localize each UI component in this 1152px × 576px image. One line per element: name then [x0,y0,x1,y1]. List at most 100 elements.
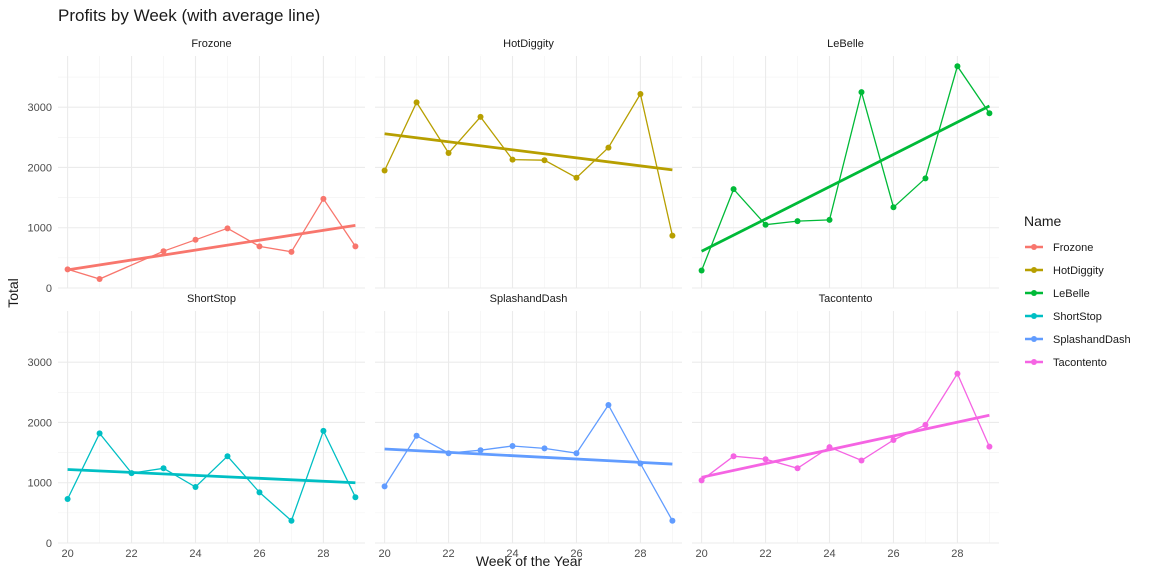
y-tick-label: 0 [46,538,52,550]
x-tick-label: 24 [506,548,518,560]
data-point [954,370,961,377]
y-tick-label: 1000 [28,223,52,235]
data-point [669,232,676,239]
x-tick-label: 22 [125,548,137,560]
data-point [541,157,548,164]
data-point [986,110,993,117]
series-line-lebelle [700,64,990,271]
y-tick-label: 0 [46,283,52,295]
facet-panel-splashanddash: SplashandDash 20 22 24 26 28 [375,293,682,560]
data-point [890,204,897,211]
trend-line-shortstop [67,468,356,485]
legend-key-point-hotdiggity [1031,267,1037,273]
facet-label-frozone: Frozone [191,38,231,50]
data-point [890,436,897,443]
data-point [288,248,295,255]
data-point [730,186,737,193]
data-point [858,457,865,464]
data-point [96,430,103,437]
trend-line-hotdiggity [384,132,673,172]
data-point [413,432,420,439]
facet-panel-tacontento: Tacontento 20 22 24 26 28 [692,293,999,560]
x-tick-label: 28 [634,548,646,560]
x-tick-label: 20 [378,548,390,560]
facet-panel-lebelle: LeBelle [692,38,999,289]
data-point [192,483,199,490]
y-axis-title: Total [5,278,21,308]
trend-line-splashanddash [384,447,673,466]
data-point [794,465,801,472]
legend-key-point-splashanddash [1031,336,1037,342]
y-tick-label: 3000 [28,357,52,369]
data-point [986,443,993,450]
data-point [256,243,263,250]
data-point [445,450,452,457]
data-point [96,275,103,282]
data-point [605,144,612,151]
data-point [64,496,71,503]
series-line-hotdiggity [384,92,674,236]
data-point [509,442,516,449]
legend-title: Name [1024,213,1062,229]
data-point [477,447,484,454]
legend-key-point-frozone [1031,244,1037,250]
data-point [762,221,769,228]
data-point [445,150,452,157]
x-tick-label: 28 [951,548,963,560]
data-point [858,89,865,96]
y-tick-label: 2000 [28,162,52,174]
data-point [669,517,676,524]
data-point [826,216,833,223]
facet-label-shortstop: ShortStop [187,293,236,305]
data-point [413,99,420,106]
x-tick-label: 22 [759,548,771,560]
legend-label-splashanddash: SplashandDash [1053,334,1131,346]
data-point [288,517,295,524]
legend-label-frozone: Frozone [1053,242,1093,254]
data-point [477,113,484,120]
facet-label-hotdiggity: HotDiggity [503,38,554,50]
x-tick-label: 20 [61,548,73,560]
x-tick-label: 20 [695,548,707,560]
data-point [794,218,801,225]
chart-title: Profits by Week (with average line) [58,6,320,25]
facet-panel-frozone: Frozone 0 1000 2000 3000 [28,38,365,295]
legend-key-point-lebelle [1031,290,1037,296]
y-tick-label: 2000 [28,417,52,429]
data-point [826,444,833,451]
data-point [509,156,516,163]
data-point [573,174,580,181]
x-tick-label: 24 [823,548,835,560]
data-point [698,477,705,484]
x-axis-title: Week of the Year [476,553,583,569]
data-point [381,167,388,174]
trend-line-tacontento [701,413,990,479]
x-tick-label: 26 [570,548,582,560]
series-line-shortstop [67,429,356,522]
series-line-frozone [67,197,356,280]
data-point [605,402,612,409]
data-point [381,483,388,490]
y-tick-label: 3000 [28,102,52,114]
x-tick-label: 24 [189,548,201,560]
facet-label-splashanddash: SplashandDash [490,293,568,305]
x-tick-label: 28 [317,548,329,560]
data-point [64,266,71,273]
data-point [698,267,705,274]
data-point [541,445,548,452]
data-point [192,236,199,243]
facet-panels: Frozone 0 1000 2000 3000 HotDiggity LeBelle Sho… [28,38,999,560]
facet-label-tacontento: Tacontento [819,293,873,305]
data-point [224,453,231,460]
legend-label-hotdiggity: HotDiggity [1053,265,1104,277]
data-point [320,427,327,434]
data-point [730,453,737,460]
legend-label-shortstop: ShortStop [1053,311,1102,323]
facet-panel-hotdiggity: HotDiggity [375,38,682,289]
data-point [160,465,167,472]
legend: Name Frozone HotDiggity LeBelle ShortStop Sp… [1024,213,1131,369]
data-point [922,421,929,428]
x-tick-label: 22 [442,548,454,560]
data-point [922,175,929,182]
